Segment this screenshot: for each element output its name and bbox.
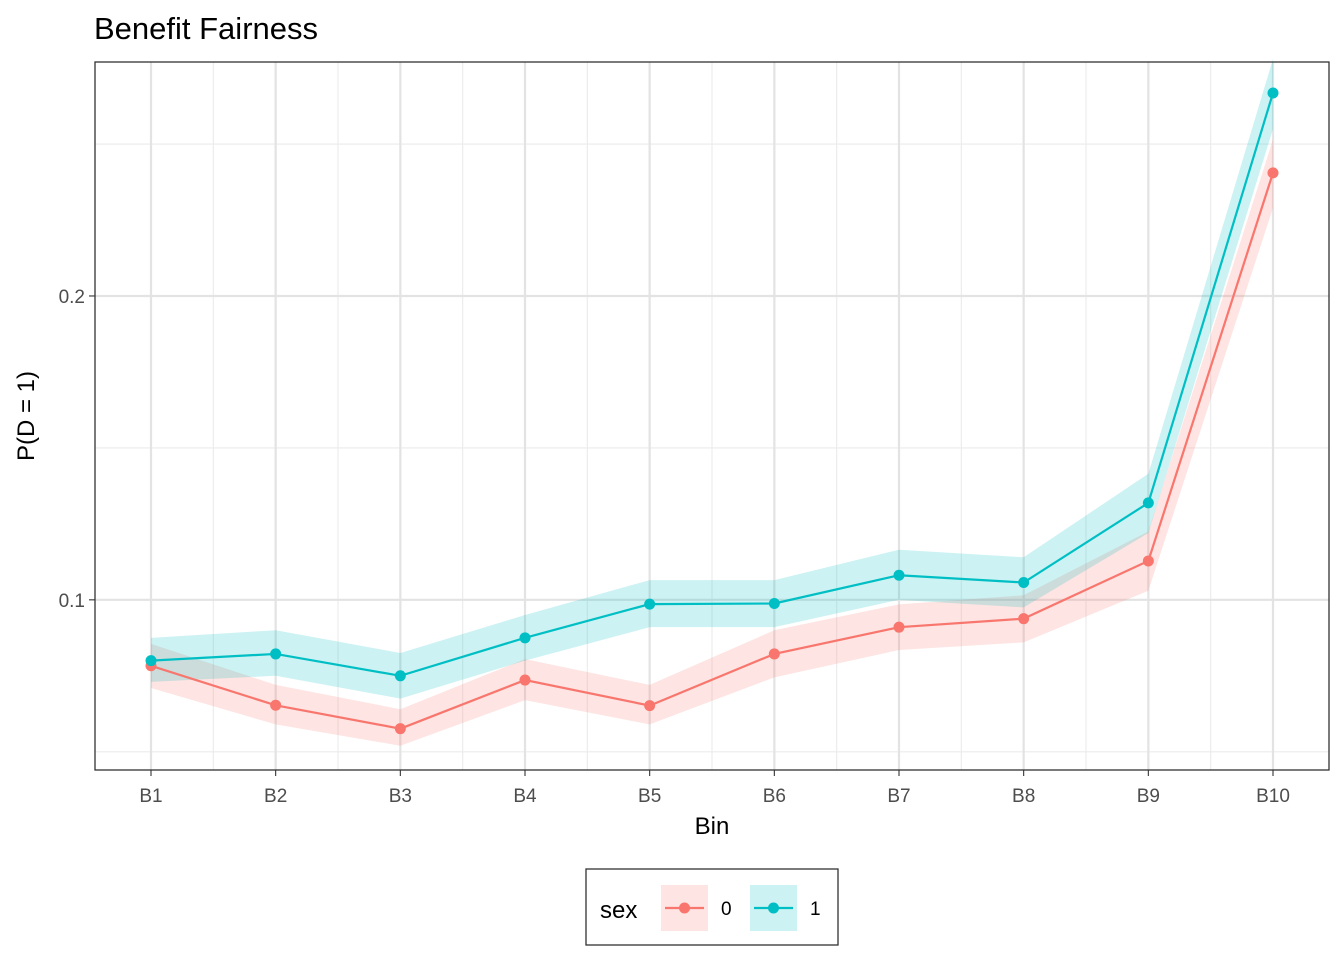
point-series-0: [893, 621, 905, 633]
x-tick-label: B4: [513, 786, 537, 807]
legend-item-0: 0: [661, 885, 732, 931]
point-series-1: [768, 597, 780, 609]
x-tick-label: B6: [763, 786, 786, 807]
line-series-0: [150, 172, 1275, 730]
point-series-0: [270, 699, 282, 711]
series-lines: [150, 92, 1275, 730]
point-series-0: [394, 723, 406, 735]
point-series-1: [145, 655, 157, 667]
point-series-1: [1142, 497, 1154, 509]
x-tick-label: B9: [1137, 786, 1160, 807]
point-series-0: [1018, 613, 1030, 625]
legend-label: 1: [810, 899, 821, 920]
point-series-0: [1267, 167, 1279, 179]
x-axis: B1 B2 B3 B4 B5 B6 B7 B8 B9 B10: [139, 770, 1290, 807]
ribbons: [151, 58, 1273, 746]
point-series-1: [893, 569, 905, 581]
x-tick-label: B5: [638, 786, 661, 807]
point-series-1: [519, 632, 531, 644]
plot-border: [94, 61, 1330, 771]
legend-title: sex: [600, 897, 637, 924]
x-tick-label: B2: [264, 786, 287, 807]
x-axis-title: Bin: [695, 813, 730, 840]
y-tick-label: 0.2: [59, 287, 85, 308]
y-axis: 0.1 0.2: [59, 287, 95, 612]
ribbon-series-0: [151, 139, 1273, 746]
legend-key-point: [768, 902, 779, 914]
grid-minor: [95, 62, 1329, 770]
point-series-1: [1018, 577, 1030, 589]
legend-label: 0: [721, 899, 732, 920]
legend-item-1: 1: [750, 885, 821, 931]
point-series-1: [644, 598, 656, 610]
point-series-0: [1142, 555, 1154, 567]
point-series-1: [270, 648, 282, 660]
legend-box: [585, 868, 839, 946]
point-series-1: [394, 670, 406, 682]
line-series-1: [150, 92, 1275, 677]
point-series-0: [768, 648, 780, 660]
y-axis-title: P(D = 1): [13, 371, 40, 461]
y-tick-label: 0.1: [59, 591, 85, 612]
x-tick-label: B10: [1256, 786, 1290, 807]
point-series-1: [1267, 87, 1279, 99]
chart-title: Benefit Fairness: [94, 11, 318, 46]
series-points: [145, 87, 1279, 735]
x-tick-label: B1: [139, 786, 162, 807]
point-series-0: [519, 674, 531, 686]
x-tick-label: B8: [1012, 786, 1035, 807]
x-tick-label: B7: [887, 786, 910, 807]
x-tick-label: B3: [389, 786, 412, 807]
ribbon-series-1: [151, 58, 1273, 699]
point-series-0: [644, 700, 656, 712]
legend-key-point: [679, 902, 690, 914]
